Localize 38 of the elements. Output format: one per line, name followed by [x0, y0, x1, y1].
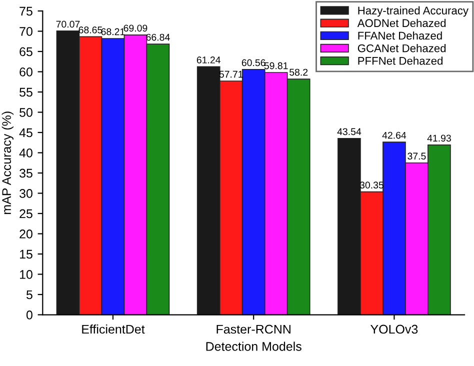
y-tick-label: 70	[20, 27, 32, 36]
y-tick-label: 20	[20, 230, 32, 238]
x-tick-label: EfficientDet	[82, 324, 145, 334]
y-tick-label: 65	[20, 47, 32, 56]
data-label: 70.07	[56, 20, 80, 28]
data-label: 69.09	[124, 24, 148, 32]
data-label: 61.24	[196, 56, 220, 64]
data-label: 37.5	[408, 152, 426, 160]
y-tick-label: 60	[20, 68, 32, 76]
y-tick-label: 45	[19, 128, 32, 138]
y-tick-label: 25	[20, 209, 32, 218]
legend-label: PFFNet Dehazed	[358, 56, 442, 65]
y-tick-label: 55	[20, 88, 32, 97]
y-tick-label: 5	[26, 290, 32, 300]
data-label: 43.54	[337, 128, 362, 136]
data-label: 68.21	[101, 28, 125, 36]
legend-label: GCANet Dehazed	[358, 44, 446, 52]
y-tick-label: 50	[20, 108, 32, 117]
y-axis-title: mAP Accuracy (%)	[2, 112, 14, 214]
data-label: 42.64	[382, 132, 406, 139]
data-label: 58.2	[290, 68, 308, 76]
data-label: 59.81	[264, 62, 288, 70]
x-tick-label: YOLOv3	[370, 324, 418, 334]
y-tick-label: 10	[20, 270, 32, 279]
data-label: 68.65	[78, 26, 102, 34]
legend-label: FFANet Dehazed	[358, 31, 442, 40]
x-tick-label: Faster-RCNN	[216, 324, 290, 334]
y-tick-label: 75	[20, 6, 32, 16]
y-tick-label: 30	[20, 189, 32, 198]
legend-label: Hazy-trained Accuracy	[358, 6, 468, 17]
y-tick-label: 40	[19, 148, 32, 158]
y-tick-label: 15	[20, 250, 32, 259]
data-label: 60.56	[242, 59, 266, 66]
y-tick-label: 0	[26, 310, 32, 320]
data-label: 41.93	[427, 134, 451, 142]
x-axis-title: Detection Models	[206, 342, 302, 351]
y-tick-label: 35	[20, 168, 32, 178]
legend-label: AODNet Dehazed	[357, 18, 446, 28]
